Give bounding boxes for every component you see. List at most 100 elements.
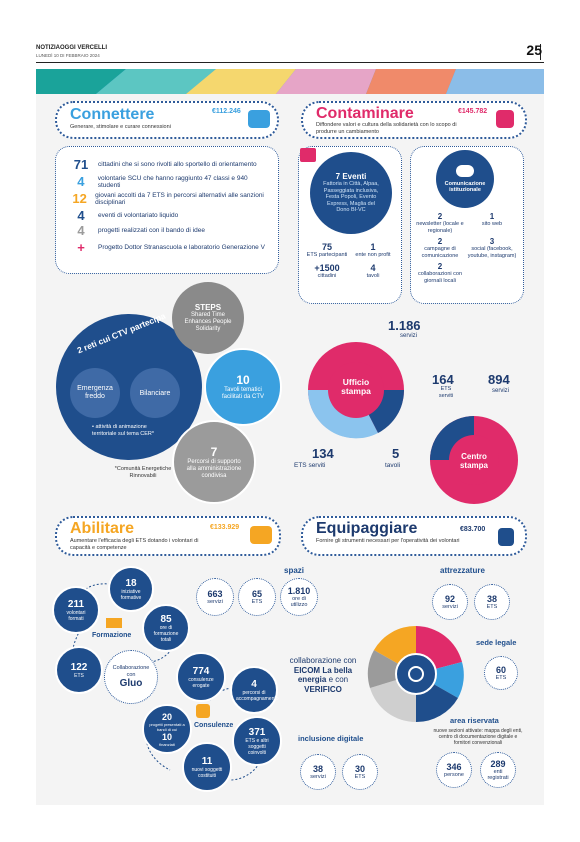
abilitare-subtitle: Aumentare l'efficacia degli ETS dotando … [70,538,199,551]
eventi-stat: +1500 cittadini [304,263,350,280]
area-text: nuove sezioni attivate: mappa degli enti… [433,728,523,746]
connettere-stat-text: giovani accolti da 7 ETS in percorsi alt… [95,191,264,206]
iniziative-text: iniziative formative [120,588,142,601]
volontari-number: 211 [67,598,85,610]
ore-formazione-bubble: 85 ore di formazione totali [142,604,190,652]
connettere-stat-number: 4 [77,208,85,223]
ore-formazione-number: 85 [160,613,172,625]
ufficio-stampa-donut [307,342,405,439]
comunicazione-stat-number: 2 [437,212,443,221]
eventi-stat-text: cittadini [317,272,337,279]
equipaggiare-title: Equipaggiare [316,520,418,537]
spazi-text: ore di utilizzo [290,596,308,608]
tavoli-number: 10 [236,373,250,387]
comunicazione-stat-number: 1 [489,212,495,221]
ets-coinvolti-bubble: 371 ETS e altri soggetti coinvolti [232,716,282,766]
consulenze-icon [196,704,210,718]
tavoli-text: Tavoli tematici facilitati da CTV [221,387,264,400]
newspaper-header: NOTIZIAOGGI VERCELLI LUNEDÌ 10 DI FEBBRA… [36,45,107,59]
eventi-stat-text: tavoli [366,272,380,279]
ufficio-servizi-label: servizi [400,333,418,339]
steps-title: STEPS [194,303,222,312]
consulenze-label: Consulenze [194,722,234,729]
spazi-row: 663 servizi 65 ETS 1.810 ore di utilizzo [196,578,318,616]
inclusione-bubble: 30 ETS [342,754,378,790]
volontari-text: volontari formati [66,609,86,622]
connettere-stat-number: 4 [77,223,85,238]
spazi-number: 65 [251,589,262,599]
consulenze-erogate-number: 774 [192,665,210,677]
sede-text: ETS [495,675,507,681]
eventi-stat-number: 1 [370,242,376,252]
ufficio-ets-label: ETS serviti [294,462,326,469]
comunicazione-stat: 2 newsletter (locale e regionale) [414,212,466,234]
steps-text: Shared Time Enhances People Solidarity [184,312,232,332]
eventi-text: Fattoria in Città, Alpaa, Passeggiata in… [323,181,379,214]
connettere-stat-number: 4 [77,174,85,189]
abilitare-header [55,516,281,556]
connettere-header [55,101,279,139]
network-emergenza-freddo: Emergenza freddo [70,368,120,418]
centro-ets-number: 164 [432,372,454,387]
connettere-stat-text: Progetto Dottor Stranascuola e laborator… [98,244,265,251]
accompagnamento-number: 4 [251,678,257,690]
attrezzature-bubble: 38 ETS [474,584,510,620]
connettere-stat-text: volontarie SCU che hanno raggiunto 47 cl… [97,174,248,189]
color-banner [36,69,544,94]
steps-circle: STEPS Shared Time Enhances People Solida… [172,282,244,354]
formazione-ets-text: ETS [74,672,84,679]
connettere-stat-row: 4 eventi di volontariato liquido [70,208,270,223]
comunicazione-circle: Comunicazione istituzionale [436,150,494,208]
connettere-title: Connettere [70,106,155,123]
finanziati-text: finanziati [159,741,175,747]
newspaper-name: NOTIZIAOGGI VERCELLI [36,45,108,51]
equipaggiare-subtitle: Fornire gli strumenti necessari per l'op… [316,538,460,544]
ets-coinvolti-text: ETS e altri soggetti coinvolti [245,737,269,756]
comunicazione-stat-text: newsletter (locale e regionale) [416,221,464,234]
connettere-stat-row: 12 giovani accolti da 7 ETS in percorsi a… [70,189,270,208]
comunicazione-stat-text: social (facebook, youtube, instagram) [467,246,517,259]
area-text: persone [444,772,464,778]
nuovi-soggetti-number: 11 [201,755,213,767]
area-number: 346 [446,762,462,772]
area-number: 289 [490,759,506,769]
connettere-stat-row: 4 volontarie SCU che hanno raggiunto 47 c… [70,174,270,189]
formazione-ets-number: 122 [70,661,88,673]
eventi-stat-text: ente non profit [355,252,391,258]
accompagnamento-text: percorsi di accompagnamento [236,689,279,702]
spazi-text: servizi [207,599,223,605]
network-bilanciare: Bilanciare [130,368,180,418]
finanziati-number: 10 [161,731,172,742]
header-divider [540,44,541,60]
centro-ets-label: ETS serviti [438,386,454,399]
volontari-bubble: 211 volontari formati [52,586,100,634]
eventi-stat-text: ETS partecipanti [306,252,348,258]
iniziative-number: 18 [125,577,137,589]
connettere-stat-row: 71 cittadini che si sono rivolti allo spo… [70,155,270,174]
inclusione-text: ETS [354,774,366,780]
gluo-name: Gluo [119,678,143,689]
equipaggiare-header [301,516,527,556]
ctv-footnote: *Comunità Energetiche Rinnovabili [114,466,172,479]
collab-eicom: EICOM [293,665,321,675]
ufficio-tavoli-label: tavoli [385,462,401,469]
eventi-title: 7 Eventi [335,172,367,182]
sede-bubble: 60 ETS [484,656,518,690]
attrezzature-number: 92 [444,594,455,604]
graduation-cap-icon [106,618,122,628]
consulenze-erogate-text: consulenze erogate [188,676,214,689]
progetti-bandi-number: 20 [161,711,172,722]
connettere-stat-text: eventi di volontariato liquido [98,212,179,219]
collab-mid: La bella energia [297,665,353,685]
accompagnamento-bubble: 4 percorsi di accompagnamento [230,666,279,714]
connettere-stat-number: + [77,240,85,255]
area-text: enti registrati [487,769,509,781]
centro-servizi-number: 894 [488,372,510,387]
connettere-stat-text: cittadini che si sono rivolti allo sport… [98,161,257,168]
attrezzature-text: servizi [442,604,458,610]
attrezzature-row: 92 servizi 38 ETS [432,584,510,620]
connettere-stat-text: progetti realizzati con il bando di idee [98,227,205,234]
area-bubble: 289 enti registrati [480,752,516,788]
percorsi-circle: 7 Percorsi di supporto alla amministrazi… [172,420,256,504]
comunicazione-stat: 3 social (facebook, youtube, instagram) [466,237,518,259]
